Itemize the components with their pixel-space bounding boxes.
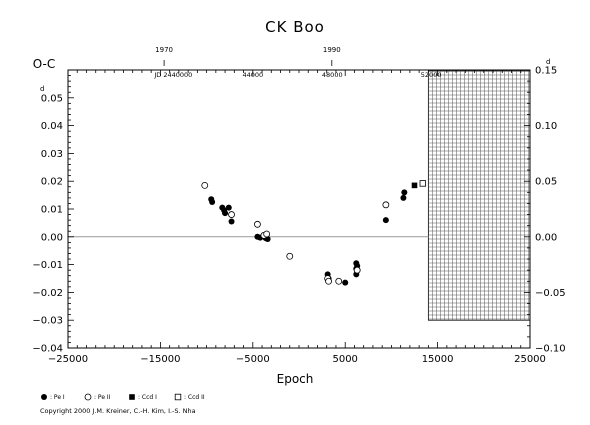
y-tick-label: −0.03 — [32, 316, 63, 327]
y-tick-label: 0.05 — [41, 93, 63, 104]
right-y-tick-label: 0.00 — [535, 232, 557, 243]
data-point — [228, 218, 235, 225]
data-points — [201, 180, 427, 286]
data-point — [209, 199, 216, 206]
right-y-tick-label: −0.10 — [535, 344, 566, 355]
y-tick-label: −0.04 — [32, 344, 63, 355]
y-tick-label: 0.02 — [41, 177, 63, 188]
data-point — [382, 217, 389, 224]
x-tick-label: 15000 — [422, 354, 454, 365]
data-point — [222, 210, 229, 217]
data-point — [201, 181, 209, 189]
hatched-region — [427, 70, 531, 321]
copyright-text: Copyright 2000 J.M. Kreiner, C.-H. Kim, … — [40, 407, 196, 415]
top-year-label: 1970 — [155, 46, 173, 54]
data-point — [335, 277, 343, 285]
y-tick-label: 0.03 — [41, 149, 63, 160]
y-axis-label: O-C — [33, 57, 56, 71]
axis-tick-labels: −25000 −15000 −5000 5000 15000 25000 −0.04 −0.0… — [32, 46, 565, 365]
hatched-region-border — [427, 70, 531, 321]
data-point — [411, 182, 418, 189]
y-tick-label: 0.01 — [41, 205, 63, 216]
data-point — [400, 194, 407, 201]
data-point — [382, 201, 390, 209]
right-y-unit-label: d — [546, 58, 550, 66]
x-tick-label: 25000 — [514, 354, 546, 365]
top-jd-label: 44000 — [242, 71, 263, 79]
top-jd-label: 52000 — [421, 71, 442, 79]
data-point — [419, 180, 427, 187]
data-point — [353, 266, 361, 274]
data-point — [342, 279, 349, 286]
data-point — [401, 189, 408, 196]
x-tick-label: 5000 — [332, 354, 357, 365]
top-year-label: 1990 — [323, 46, 341, 54]
data-point — [286, 252, 294, 260]
legend-marker — [129, 394, 135, 400]
x-axis-label: Epoch — [277, 372, 314, 386]
data-point — [325, 277, 332, 285]
data-point — [225, 204, 232, 211]
legend: : Pe I : Pe II : Ccd I : Ccd II — [41, 393, 205, 401]
chart-title: CK Boo — [265, 18, 325, 36]
legend-label: : Pe I — [50, 394, 65, 401]
y-unit-label: d — [40, 85, 44, 93]
y-tick-label: −0.01 — [32, 260, 63, 271]
y-tick-label: −0.02 — [32, 288, 63, 299]
right-y-tick-label: 0.15 — [535, 66, 557, 77]
top-jd-label: 48000 — [322, 71, 343, 79]
legend-label: : Ccd II — [184, 394, 205, 401]
data-point — [254, 220, 261, 228]
x-tick-label: −25000 — [48, 354, 88, 365]
legend-label: : Pe II — [94, 394, 111, 401]
right-y-tick-label: 0.05 — [535, 177, 557, 188]
y-tick-label: 0.00 — [41, 232, 63, 243]
top-jd-label: JD 2440000 — [153, 71, 192, 79]
legend-label: : Ccd I — [138, 394, 157, 401]
data-point — [228, 211, 235, 218]
right-y-tick-label: −0.05 — [535, 288, 566, 299]
axis-ticks — [67, 60, 531, 349]
data-point — [263, 230, 271, 238]
y-tick-label: 0.04 — [41, 121, 63, 132]
x-tick-label: −15000 — [140, 354, 180, 365]
legend-marker — [41, 394, 47, 400]
x-tick-label: −5000 — [236, 354, 270, 365]
legend-marker — [174, 393, 182, 401]
legend-marker — [84, 393, 92, 401]
right-y-tick-label: 0.10 — [535, 121, 557, 132]
